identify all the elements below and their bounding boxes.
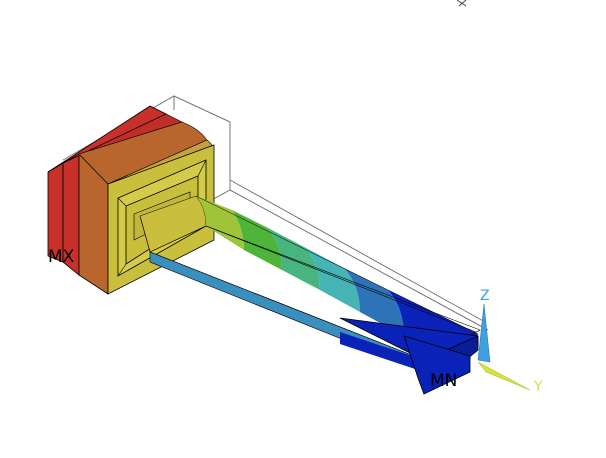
triad-z-label: Z xyxy=(480,288,490,304)
beam-band-3 xyxy=(232,210,282,270)
triad-z-arrow xyxy=(477,303,491,363)
beam-band-4 xyxy=(268,228,320,290)
beam-front-face-end xyxy=(340,332,424,372)
beam-band-6 xyxy=(344,268,404,336)
beam-tip-block xyxy=(403,335,471,395)
triad-y-arrow xyxy=(477,361,531,391)
min-label: MN xyxy=(430,371,457,391)
triad-y-label: Y xyxy=(533,379,543,395)
max-label: MX xyxy=(48,247,75,267)
beam-band-5 xyxy=(306,248,360,312)
global-triad: Z Y xyxy=(477,288,543,395)
beam xyxy=(139,195,481,395)
top-marker-icon xyxy=(456,0,467,7)
